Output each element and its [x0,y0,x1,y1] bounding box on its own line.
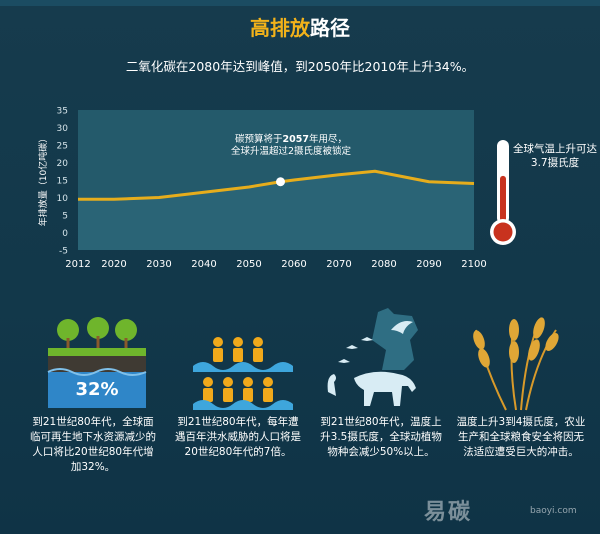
y-tick-label: 20 [57,159,69,169]
plot-area [78,110,475,250]
y-axis-label: 年排放量（10亿吨碳） [37,134,49,226]
emission-chart: 年排放量（10亿吨碳） 2012 2020 2030 2040 2050 2060 2070… [0,100,600,280]
y-tick-label: 15 [57,177,68,187]
panel-wildlife: 到21世纪80年代，温度上升3.5摄氏度，全球动植物物种会减少50%以上。 [306,300,456,534]
thermometer-icon [490,140,516,245]
x-tick-label: 2080 [371,259,396,270]
panel-groundwater: 32% 到21世纪80年代，全球面临可再生地下水资源减少的人口将比20世纪80年… [18,300,168,534]
emission-chart-svg: 年排放量（10亿吨碳） 2012 2020 2030 2040 2050 2060 2070… [37,107,487,271]
y-axis-label-group: 年排放量（10亿吨碳） [37,134,49,226]
page-title: 高排放路径 [0,12,600,41]
groundwater-badge: 32% [75,379,119,400]
thermometer-fill [500,175,506,228]
panel-agriculture: 温度上升3到4摄氏度，农业生产和全球粮食安全将因无法适应遭受巨大的冲击。 [446,300,596,534]
x-tick-label: 2050 [236,259,261,270]
title-rest: 路径 [310,16,350,40]
y-tick-label: 0 [62,229,68,239]
thermometer-label: 全球气温上升可达3.7摄氏度 [513,143,597,169]
y-tick-label: -5 [59,247,68,257]
top-bar [0,0,600,6]
y-tick-label: 30 [57,124,69,134]
forest-soil-icon [47,317,147,408]
x-tick-label: 2100 [461,259,486,270]
panel-caption-wildlife: 到21世纪80年代，温度上升3.5摄氏度，全球动植物物种会减少50%以上。 [320,416,442,458]
annotation-line2: 全球升温超过2摄氏度被锁定 [230,146,352,157]
emission-area [78,171,474,250]
x-tick-label: 2060 [281,259,306,270]
x-tick-label: 2070 [326,259,351,270]
wheat-icon [473,317,559,411]
page-subtitle: 二氧化碳在2080年达到峰值，到2050年比2010年上升34%。 [125,59,475,74]
flood-people-icon [193,337,293,410]
tick-labels: 2012 2020 2030 2040 2050 2060 2070 2080 2090 2100… [57,107,487,271]
chart-annotation: 碳预算将于2057年用尽， 全球升温超过2摄氏度被锁定 [206,134,376,158]
emission-line [78,169,475,201]
x-tick-label: 2090 [416,259,441,270]
x-tick-label: 2020 [101,259,126,270]
panel-caption-flood: 到21世纪80年代，每年遭遇百年洪水威胁的人口将是20世纪80年代的7倍。 [175,416,301,458]
x-tick-label: 2030 [146,259,171,270]
annotation-year: 2057 [282,134,309,145]
budget-marker [276,177,285,187]
annotation-prefix: 碳预算将于 [235,134,283,145]
y-tick-label: 10 [57,194,69,204]
panel-caption-agriculture: 温度上升3到4摄氏度，农业生产和全球粮食安全将因无法适应遭受巨大的冲击。 [456,416,586,458]
x-tick-label: 2012 [65,259,90,270]
y-tick-label: 25 [57,142,68,152]
x-tick-label: 2040 [191,259,216,270]
watermark-logo: 易碳 [424,500,473,525]
wildlife-icon [327,308,418,406]
panel-caption-groundwater: 到21世纪80年代，全球面临可再生地下水资源减少的人口将比20世纪80年代增加3… [30,416,156,473]
panel-flood: 到21世纪80年代，每年遭遇百年洪水威胁的人口将是20世纪80年代的7倍。 [163,300,313,534]
watermark-url: baoyi.com [530,506,577,516]
y-tick-label: 5 [62,212,68,222]
y-tick-label: 35 [57,107,68,117]
title-accent: 高排放 [250,16,310,40]
annotation-suffix: 年用尽， [308,134,347,145]
